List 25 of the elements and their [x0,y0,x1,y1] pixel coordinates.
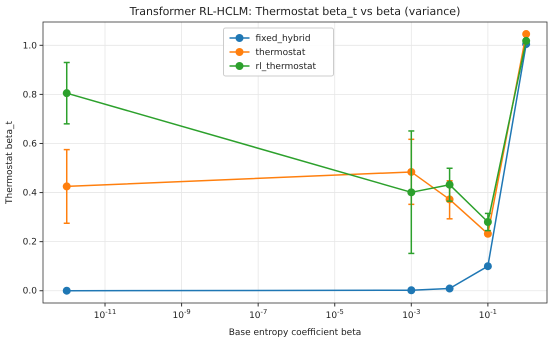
point [446,284,454,293]
y-tick-label: 0.0 [22,286,38,297]
x-tick-label: 10$^{-1}$ [478,308,497,321]
x-tick-label: 10$^{-11}$ [94,308,116,321]
point [522,36,530,45]
legend-label: thermostat [256,48,306,58]
chart-title: Transformer RL-HCLM: Thermostat beta_t vs beta (variance) [128,5,460,18]
point [407,188,416,196]
point [407,286,416,294]
x-tick-label: 10$^{-9}$ [172,308,191,321]
y-axis-title: Thermostat beta_t [5,120,15,205]
point [484,218,492,226]
x-tick-label: 10$^{-3}$ [402,308,420,321]
y-tick-label: 0.2 [22,238,37,248]
y-tick-label: 0.6 [22,139,38,150]
y-tick-label: 1.0 [22,41,38,52]
point [484,262,492,270]
legend-label: rl_thermostat [256,62,317,72]
x-tick-label: 10$^{-7}$ [249,308,268,321]
y-tick-label: 0.8 [22,90,38,100]
legend-label: fixed_hybrid [256,34,311,44]
x-axis-title: Base entropy coefficient beta [228,328,362,338]
x-tick-label: 10$^{-5}$ [326,308,344,321]
y-tick-label: 0.4 [22,188,38,199]
point [522,30,530,38]
